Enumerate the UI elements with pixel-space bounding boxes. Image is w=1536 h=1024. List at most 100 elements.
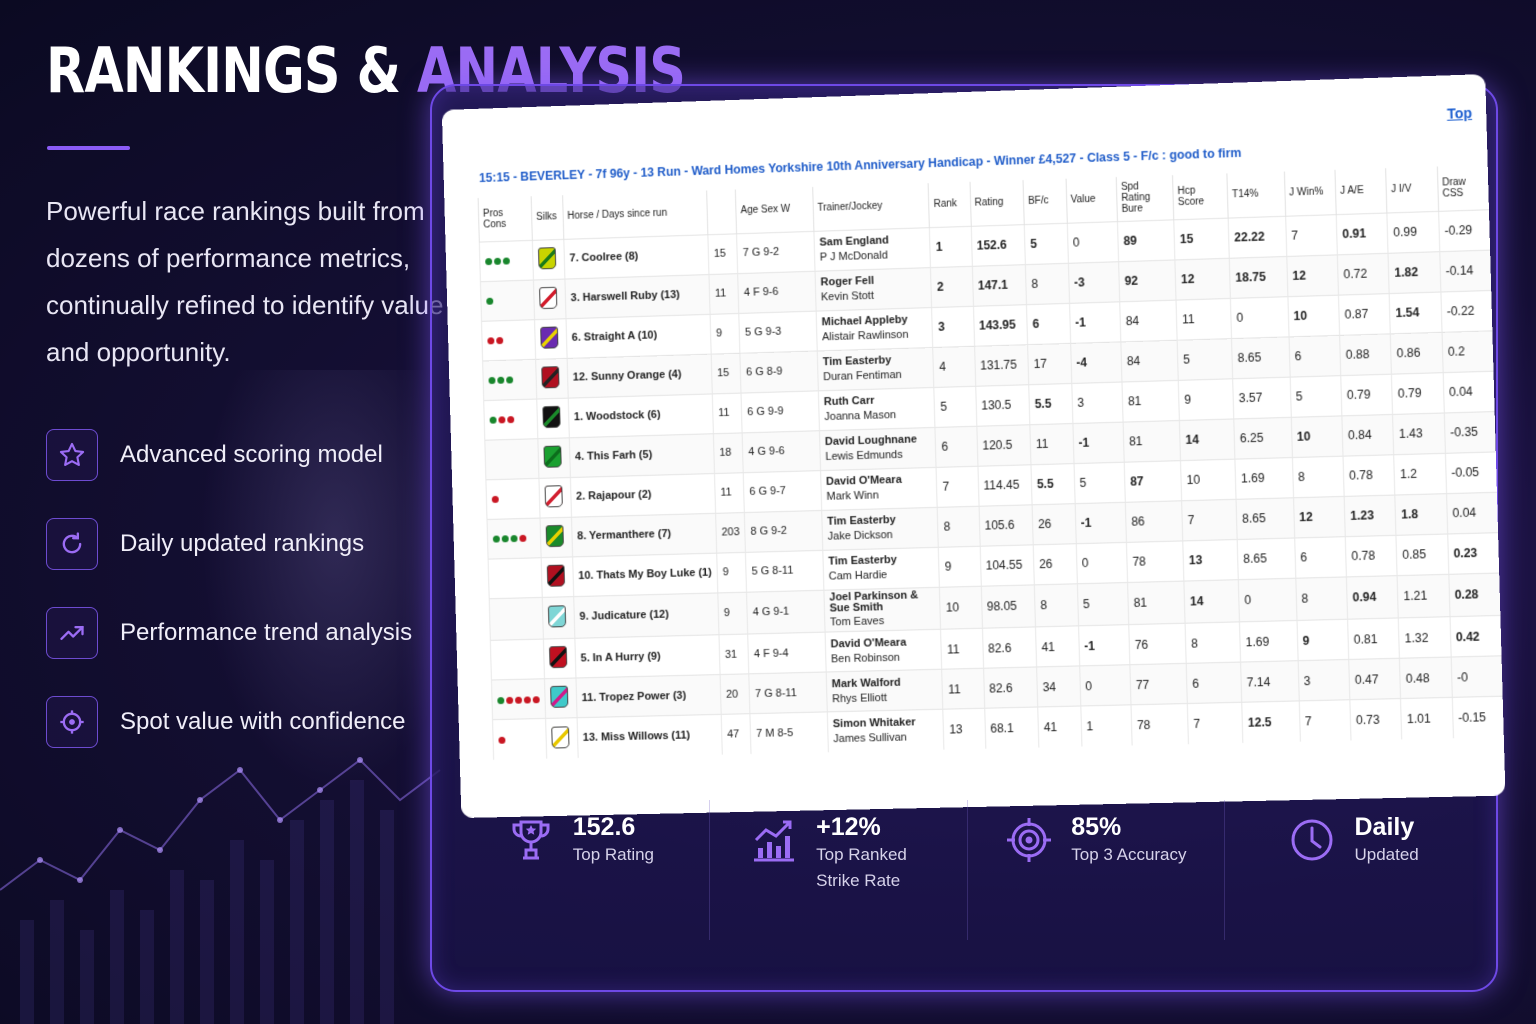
col-draw-css[interactable]: Draw CSS — [1437, 165, 1490, 211]
jockey-name[interactable]: Jake Dickson — [827, 527, 933, 545]
silk-cell — [537, 398, 569, 439]
jockey-name[interactable]: Lewis Edmunds — [825, 447, 931, 465]
horse-name[interactable]: 12. Sunny Orange (4) — [567, 354, 712, 398]
horse-name[interactable]: 4. This Farh (5) — [569, 433, 714, 477]
jockey-silk-icon — [547, 564, 565, 586]
col-t14[interactable]: T14% — [1227, 172, 1285, 218]
horse-name[interactable]: 5. In A Hurry (9) — [575, 635, 720, 678]
draw-cell: 20 — [720, 674, 750, 715]
col-pros-cons[interactable]: Pros Cons — [478, 196, 532, 241]
horse-name[interactable]: 6. Straight A (10) — [566, 314, 711, 358]
draw-cell: 9 — [717, 552, 747, 593]
stats-bar: 152.6 Top Rating +12% Top Ranked Strike … — [452, 800, 1482, 940]
draw-cell: 11 — [709, 273, 739, 314]
age-sex-weight-cell: 5 G 9-3 — [739, 311, 817, 353]
col-bfc[interactable]: BF/c — [1023, 179, 1067, 224]
title-main: RANKINGS & — [46, 34, 400, 107]
silk-cell — [540, 517, 572, 558]
hcp-cell: 7 — [1187, 703, 1243, 744]
col-value[interactable]: Value — [1066, 177, 1118, 223]
age-sex-weight-cell: 5 G 8-11 — [746, 550, 824, 592]
bfc-cell: 34 — [1037, 666, 1081, 707]
stat-label: Top Rating — [573, 842, 654, 868]
trainer-jockey-cell: Mark Walford Rhys Elliott — [826, 670, 943, 713]
css-cell: -0.05 — [1445, 451, 1498, 493]
col-hcp-score[interactable]: Hcp Score — [1173, 173, 1229, 219]
draw-cell: 11 — [714, 472, 744, 513]
draw-cell: 203 — [715, 512, 745, 553]
col-age-sex-w[interactable]: Age Sex W — [736, 187, 814, 233]
draw-cell: 15 — [711, 353, 741, 394]
horse-name[interactable]: 7. Coolree (8) — [564, 234, 709, 278]
rank-cell: 10 — [940, 586, 982, 630]
horse-name[interactable]: 9. Judicature (12) — [574, 592, 719, 638]
jockey-name[interactable]: Mark Winn — [826, 487, 932, 505]
jockey-name[interactable]: Alistair Rawlinson — [822, 327, 928, 345]
col-spd-rating[interactable]: Spd Rating Bure — [1116, 175, 1174, 221]
jockey-silk-icon — [542, 405, 560, 427]
pros-cons-dots — [497, 696, 539, 704]
jockey-name[interactable]: Rhys Elliott — [832, 690, 938, 707]
col-j-win[interactable]: J Win% — [1284, 170, 1336, 216]
jockey-name[interactable]: Cam Hardie — [829, 567, 935, 585]
horse-name[interactable]: 8. Yermanthere (7) — [571, 513, 716, 557]
stat-strike-rate: +12% Top Ranked Strike Rate — [710, 800, 968, 940]
stat-value: +12% — [816, 812, 926, 842]
hcp-cell: 9 — [1178, 378, 1234, 420]
jockey-name[interactable]: Joanna Mason — [824, 407, 930, 425]
jockey-name[interactable]: P J McDonald — [820, 247, 926, 265]
rank-cell: 8 — [938, 506, 980, 547]
col-rank[interactable]: Rank — [929, 182, 971, 227]
horse-name[interactable]: 1. Woodstock (6) — [568, 393, 713, 437]
jockey-name[interactable]: Duran Fentiman — [823, 367, 929, 385]
horse-name[interactable]: 13. Miss Willows (11) — [577, 715, 722, 758]
css-cell: -0.22 — [1441, 290, 1494, 332]
horse-name[interactable]: 2. Rajapour (2) — [570, 473, 715, 517]
col-j-iv[interactable]: J I/V — [1386, 167, 1438, 213]
rating-cell: 68.1 — [984, 707, 1039, 748]
horse-name[interactable]: 11. Tropez Power (3) — [576, 675, 721, 718]
pro-dot — [506, 376, 513, 383]
col-trainer-jockey[interactable]: Trainer/Jockey — [812, 183, 929, 231]
trainer-name[interactable]: David Loughnane — [825, 432, 931, 450]
jockey-name[interactable]: James Sullivan — [833, 730, 939, 747]
horse-name[interactable]: 10. Thats My Boy Luke (1) — [572, 553, 717, 596]
jwin-cell: 5 — [1290, 375, 1342, 417]
clock-icon — [1288, 816, 1336, 864]
pros-cons-cell — [484, 399, 538, 440]
spd-cell: 84 — [1121, 340, 1179, 382]
jwin-cell: 9 — [1297, 620, 1349, 661]
value-cell: -1 — [1072, 422, 1124, 463]
col-horse[interactable]: Horse / Days since run — [562, 190, 707, 238]
rankings-table-body: 7. Coolree (8) 15 7 G 9-2 Sam England P J Mc… — [479, 209, 1505, 760]
age-sex-weight-cell: 4 G 9-1 — [747, 590, 825, 635]
con-dot — [487, 337, 494, 344]
horse-name[interactable]: 3. Harswell Ruby (13) — [565, 274, 710, 318]
jockey-silk-icon — [546, 524, 564, 546]
hcp-cell: 12 — [1175, 258, 1231, 300]
jwin-cell: 7 — [1299, 700, 1351, 741]
hcp-cell: 6 — [1186, 662, 1242, 703]
pros-cons-cell — [479, 240, 533, 281]
t14-cell: 8.65 — [1236, 497, 1294, 539]
stat-value: 152.6 — [573, 812, 654, 842]
jockey-name[interactable]: Tom Eaves — [830, 612, 936, 629]
pro-dot — [485, 258, 492, 265]
col-j-ae[interactable]: J A/E — [1335, 168, 1387, 214]
t14-cell: 6.25 — [1234, 417, 1292, 459]
col-silks[interactable]: Silks — [531, 195, 563, 240]
t14-cell: 0 — [1238, 578, 1296, 623]
trainer-name[interactable]: Joel Parkinson & Sue Smith — [829, 589, 935, 615]
col-rating[interactable]: Rating — [970, 180, 1025, 226]
rating-cell: 82.6 — [982, 627, 1037, 668]
t14-cell: 18.75 — [1229, 256, 1287, 298]
value-cell: 3 — [1071, 382, 1123, 424]
jockey-name[interactable]: Ben Robinson — [831, 650, 937, 667]
rankings-table: Pros Cons Silks Horse / Days since run A… — [478, 165, 1505, 760]
spd-cell: 81 — [1127, 581, 1185, 625]
jockey-silk-icon — [543, 445, 561, 467]
con-dot — [515, 697, 522, 704]
top-link[interactable]: Top — [1447, 105, 1472, 122]
jockey-name[interactable]: Kevin Stott — [821, 287, 927, 305]
value-cell: 5 — [1077, 582, 1129, 626]
